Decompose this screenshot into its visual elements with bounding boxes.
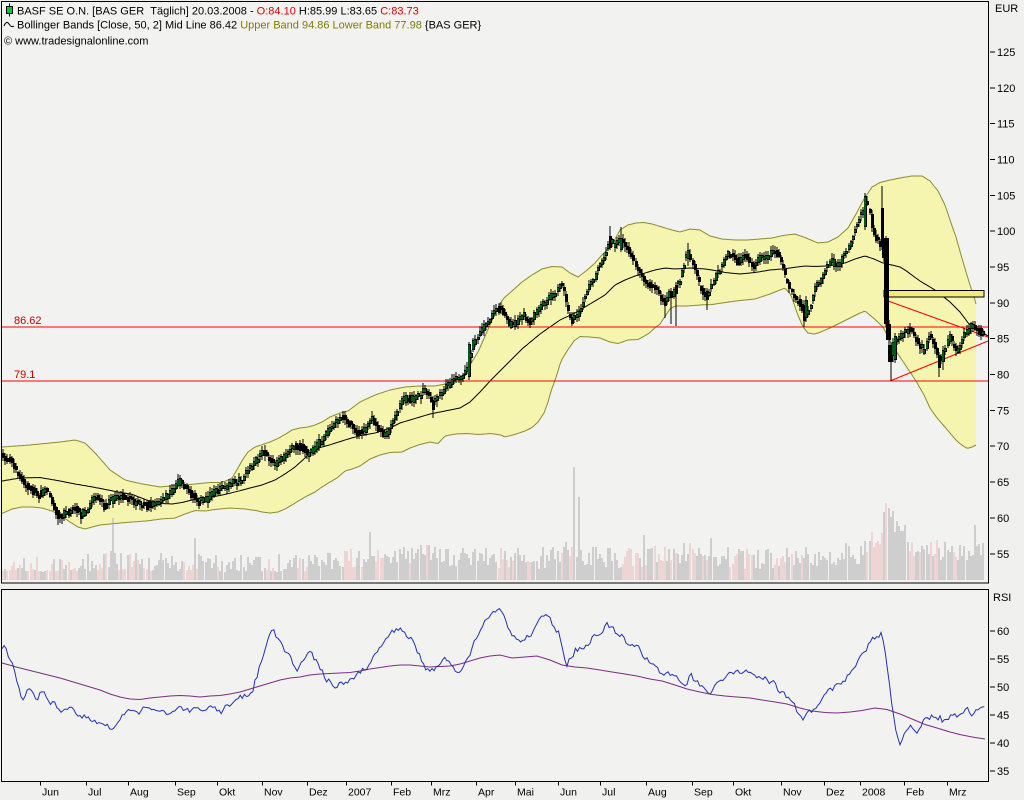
svg-text:85: 85	[997, 334, 1009, 346]
svg-text:Jun: Jun	[42, 787, 59, 799]
svg-text:Dez: Dez	[309, 787, 328, 799]
svg-text:Feb: Feb	[906, 787, 924, 799]
svg-text:70: 70	[997, 441, 1009, 453]
svg-text:80: 80	[997, 370, 1009, 382]
svg-text:105: 105	[997, 190, 1015, 202]
svg-text:© www.tradesignalonline.com: © www.tradesignalonline.com	[4, 36, 148, 48]
svg-text:Dez: Dez	[826, 787, 845, 799]
svg-text:Mai: Mai	[517, 787, 534, 799]
svg-text:55: 55	[997, 654, 1009, 666]
svg-text:Aug: Aug	[648, 787, 667, 799]
svg-text:Nov: Nov	[783, 787, 802, 799]
svg-text:2007: 2007	[348, 787, 372, 799]
svg-text:100: 100	[997, 226, 1015, 238]
svg-text:120: 120	[997, 83, 1015, 95]
svg-text:EUR: EUR	[995, 3, 1018, 15]
svg-text:110: 110	[997, 154, 1015, 166]
svg-text:Jul: Jul	[88, 787, 101, 799]
svg-text:Sep: Sep	[694, 787, 713, 799]
svg-text:79.1: 79.1	[14, 369, 35, 381]
svg-text:55: 55	[997, 549, 1009, 561]
svg-text:Okt: Okt	[735, 787, 751, 799]
svg-text:45: 45	[997, 710, 1009, 722]
svg-text:Aug: Aug	[130, 787, 149, 799]
svg-text:115: 115	[997, 119, 1015, 131]
svg-text:125: 125	[997, 47, 1015, 59]
svg-text:Mrz: Mrz	[949, 787, 967, 799]
svg-text:86.62: 86.62	[14, 315, 42, 327]
svg-text:60: 60	[997, 513, 1009, 525]
svg-text:50: 50	[997, 682, 1009, 694]
svg-text:Mrz: Mrz	[433, 787, 451, 799]
svg-text:Nov: Nov	[264, 787, 283, 799]
svg-text:Jun: Jun	[560, 787, 577, 799]
svg-text:2008: 2008	[862, 787, 886, 799]
svg-text:Jul: Jul	[602, 787, 615, 799]
svg-text:Apr: Apr	[478, 787, 495, 799]
svg-text:35: 35	[997, 766, 1009, 778]
svg-text:Feb: Feb	[393, 787, 411, 799]
svg-text:Okt: Okt	[219, 787, 235, 799]
svg-text:95: 95	[997, 262, 1009, 274]
svg-text:BASF SE O.N. [BAS GER Täglich: BASF SE O.N. [BAS GER Täglich] 20.03.200…	[17, 6, 419, 18]
svg-text:Sep: Sep	[177, 787, 196, 799]
svg-text:65: 65	[997, 477, 1009, 489]
svg-text:75: 75	[997, 405, 1009, 417]
svg-text:40: 40	[997, 738, 1009, 750]
svg-text:60: 60	[997, 626, 1009, 638]
svg-text:Bollinger Bands [Close, 50, 2]: Bollinger Bands [Close, 50, 2] Mid Line …	[17, 20, 481, 32]
svg-text:RSI: RSI	[993, 592, 1011, 604]
svg-text:90: 90	[997, 298, 1009, 310]
